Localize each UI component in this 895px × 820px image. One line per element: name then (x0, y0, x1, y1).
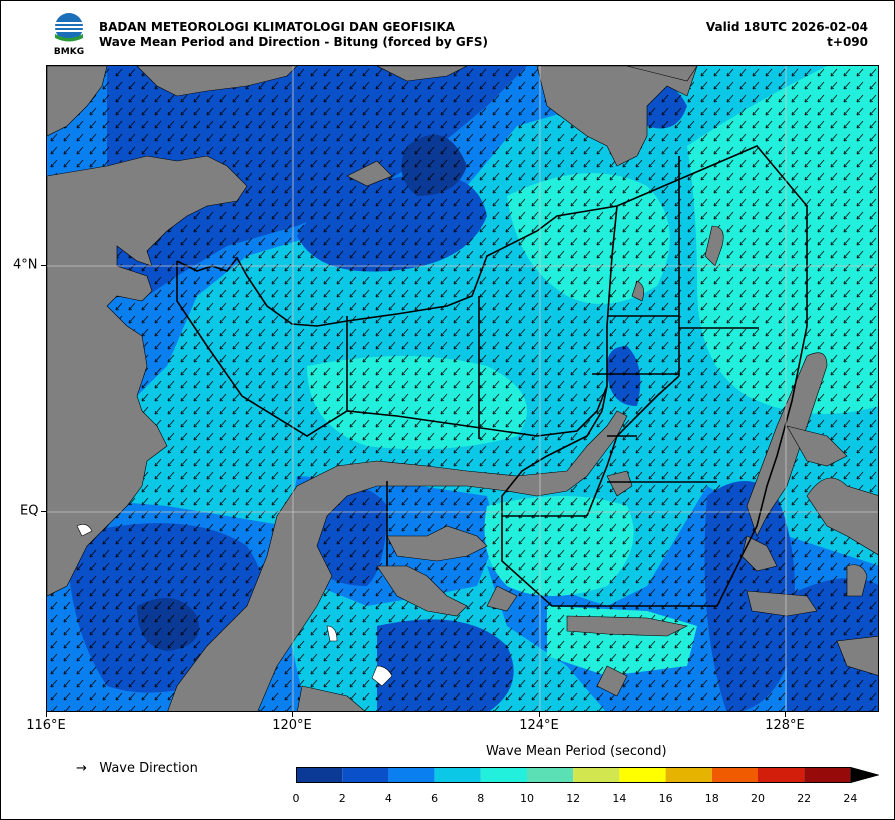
colorbar-tick-label: 8 (477, 792, 485, 805)
colorbar-segment (342, 767, 389, 783)
colorbar-title: Wave Mean Period (second) (486, 744, 667, 759)
colorbar-tick-label: 2 (338, 792, 346, 805)
colorbar-segment (296, 767, 343, 783)
colorbar-segment (527, 767, 574, 783)
colorbar-tick-label: 6 (431, 792, 439, 805)
colorbar-segment (573, 767, 620, 783)
x-tickmark (539, 712, 540, 717)
product-title: Wave Mean Period and Direction - Bitung … (99, 35, 489, 49)
colorbar (296, 767, 879, 783)
colorbar-tick-label: 0 (292, 792, 300, 805)
colorbar-segment (758, 767, 805, 783)
y-tickmark (41, 265, 46, 266)
wave-direction-label: Wave Direction (99, 761, 198, 776)
x-tickmark (785, 712, 786, 717)
arrow-icon: → (76, 761, 87, 776)
colorbar-outline (296, 767, 879, 783)
x-tick-label: 128°E (765, 718, 805, 733)
svg-text:BMKG: BMKG (54, 47, 84, 56)
colorbar-segment (480, 767, 527, 783)
x-tick-label: 116°E (26, 718, 66, 733)
colorbar-segment (665, 767, 712, 783)
bmkg-logo: BMKG (54, 13, 84, 56)
y-tick-label: EQ (20, 503, 39, 519)
x-tickmark (46, 712, 47, 717)
wave-direction-legend: → Wave Direction (76, 761, 198, 776)
org-title: BADAN METEOROLOGI KLIMATOLOGI DAN GEOFIS… (99, 20, 456, 34)
lead-time: t+090 (827, 35, 868, 49)
map-panel (46, 65, 879, 712)
colorbar-segment (434, 767, 481, 783)
colorbar-tick-label: 22 (797, 792, 812, 805)
colorbar-tick-label: 10 (520, 792, 534, 805)
colorbar-extend-arrow (850, 767, 879, 783)
colorbar-tick-label: 24 (843, 792, 858, 805)
colorbar-segment (711, 767, 758, 783)
colorbar-tick-label: 18 (704, 792, 719, 805)
forecast-zone-lines (176, 145, 808, 607)
y-tick-label: 4°N (13, 257, 38, 273)
colorbar-tick-label: 16 (658, 792, 673, 805)
colorbar-tick-label: 12 (566, 792, 581, 805)
y-tickmark (41, 511, 46, 512)
colorbar-segment (388, 767, 435, 783)
colorbar-tick-label: 20 (751, 792, 765, 805)
colorbar-tick-label: 14 (612, 792, 627, 805)
colorbar-segment (619, 767, 666, 783)
x-tick-label: 120°E (272, 718, 312, 733)
colorbar-segment (804, 767, 851, 783)
valid-time: Valid 18UTC 2026-02-04 (705, 20, 868, 34)
colorbar-tick-label: 4 (384, 792, 392, 805)
graticule (47, 66, 878, 711)
x-tick-label: 124°E (519, 718, 559, 733)
x-tickmark (292, 712, 293, 717)
